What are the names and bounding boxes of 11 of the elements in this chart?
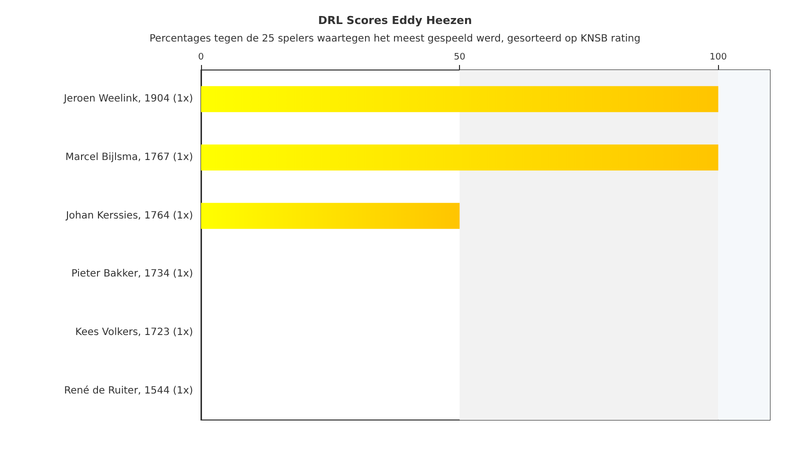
y-tick-label: Kees Volkers, 1723 (1x) <box>75 327 194 338</box>
y-tick-label: Marcel Bijlsma, 1767 (1x) <box>65 152 194 163</box>
x-tick-label: 0 <box>198 52 204 62</box>
y-tick-label: Johan Kerssies, 1764 (1x) <box>64 210 194 222</box>
chart-title: DRL Scores Eddy Heezen <box>318 14 472 27</box>
y-tick-label: René de Ruiter, 1544 (1x) <box>64 385 194 396</box>
x-tick-label: 50 <box>454 52 466 62</box>
x-tick-label: 100 <box>710 52 728 62</box>
y-tick-label: Jeroen Weelink, 1904 (1x) <box>62 94 194 105</box>
y-tick-label: Pieter Bakker, 1734 (1x) <box>71 268 194 280</box>
chart-subtitle: Percentages tegen de 25 spelers waartegen het meest gespeeld werd, gesorteerd op KNSB rating <box>150 34 640 44</box>
